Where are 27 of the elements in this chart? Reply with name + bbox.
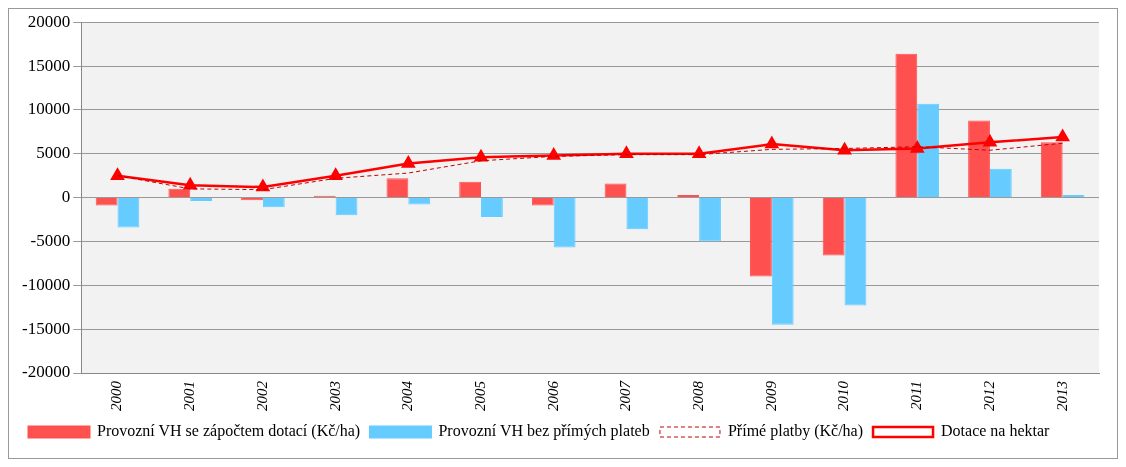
- x-tick-label: 2000: [108, 380, 125, 411]
- y-tick-label: 0: [61, 187, 71, 207]
- x-tick-label: 2004: [399, 380, 416, 411]
- x-tick-label: 2009: [762, 380, 779, 411]
- y-tick-label: -10000: [21, 274, 71, 294]
- x-tick-label: 2005: [471, 380, 488, 411]
- y-tick-label: -15000: [21, 318, 71, 338]
- legend-label: Provozní VH se zápočtem dotací (Kč/ha): [97, 422, 361, 441]
- y-tick-label: 10000: [27, 99, 71, 119]
- x-tick-label: 2002: [253, 380, 270, 411]
- x-tick-label: 2003: [326, 381, 343, 411]
- legend-label: Provozní VH bez přímých plateb: [438, 422, 650, 441]
- y-tick-label: 5000: [36, 143, 71, 163]
- x-tick-label: 2007: [617, 379, 634, 411]
- x-tick-label: 2010: [835, 380, 852, 411]
- x-tick-label: 2001: [181, 381, 198, 411]
- y-tick-label: 15000: [27, 55, 71, 75]
- y-tick-label: -5000: [30, 230, 71, 250]
- legend-label: Dotace na hektar: [941, 422, 1051, 440]
- x-tick-label: 2006: [544, 380, 561, 411]
- x-tick-label: 2011: [908, 381, 925, 410]
- x-tick-label: 2012: [980, 380, 997, 411]
- y-tick-label: -20000: [21, 362, 71, 382]
- x-tick-label: 2013: [1053, 381, 1070, 411]
- legend-label: Přímé platby (Kč/ha): [727, 422, 864, 441]
- x-tick-label: 2008: [690, 380, 707, 411]
- y-tick-label: 20000: [27, 11, 71, 31]
